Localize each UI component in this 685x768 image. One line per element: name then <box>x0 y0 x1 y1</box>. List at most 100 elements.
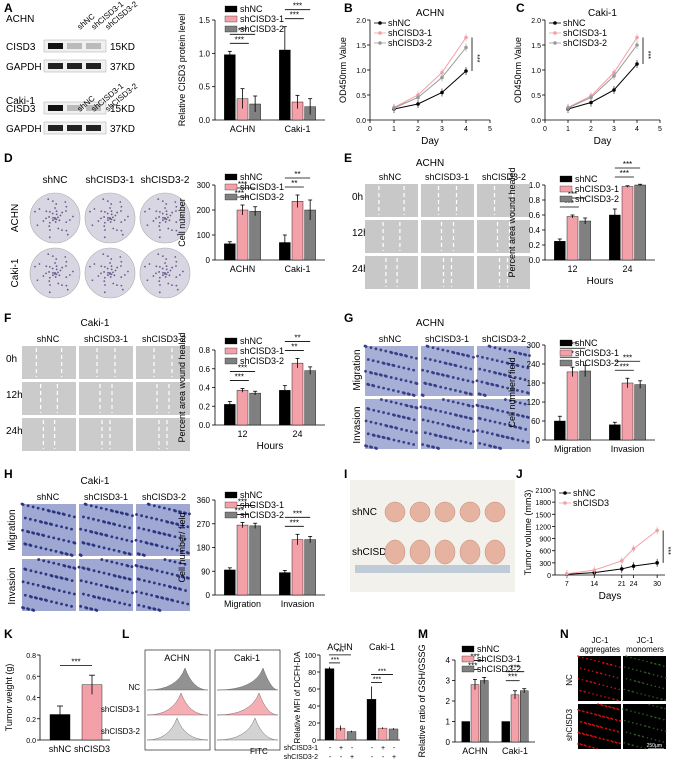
g-transwell-cell-dot <box>441 422 445 426</box>
g-transwell-cell-dot <box>458 390 462 393</box>
d-colony <box>127 215 129 218</box>
h-transwell-cell-dot <box>145 566 149 570</box>
h-transwell-cell-dot <box>157 505 161 509</box>
g-transwell-cell-dot <box>467 354 470 358</box>
g-transwell-cell-dot <box>377 409 381 413</box>
g-transwell-cell-dot <box>387 412 390 416</box>
n-fluor-dot <box>662 741 665 743</box>
i-tumor <box>484 501 506 523</box>
h-chart-ytick-label: 90 <box>201 567 210 576</box>
c-chart-legend-marker <box>553 21 557 25</box>
g-chart-sig-label: *** <box>620 362 629 371</box>
d-chart-legend-label: shCISD3-1 <box>240 182 284 192</box>
h-transwell-cell-dot <box>98 596 101 600</box>
d-colony <box>109 207 111 209</box>
a-chart-legend-label: shCISD3-2 <box>240 24 284 34</box>
d-colony <box>109 276 112 278</box>
g-transwell-cell-dot <box>499 372 502 376</box>
g-transwell-cell-dot <box>407 367 411 371</box>
h-transwell-cell-dot <box>67 539 71 543</box>
g-col-label: shCISD3-1 <box>425 334 469 344</box>
d-colony <box>107 271 109 274</box>
g-chart-bar <box>634 384 646 441</box>
g-chart-bar <box>579 370 591 441</box>
d-colony <box>103 271 105 273</box>
g-transwell-cell-dot <box>501 435 505 439</box>
g-transwell-cell-dot <box>399 378 403 382</box>
g-transwell-cell-dot <box>439 385 443 389</box>
n-fluor-dot <box>656 728 659 731</box>
g-transwell-cell-dot <box>367 407 371 411</box>
l-tx-mark: - <box>382 754 385 761</box>
h-transwell-cell-dot <box>174 509 177 513</box>
g-transwell-cell-dot <box>387 387 390 391</box>
c-chart-ytick-label: 1.5 <box>531 43 541 50</box>
i-tumor <box>459 539 481 565</box>
g-transwell-cell-dot <box>410 405 414 409</box>
blot-row-label: CISD3 <box>6 104 36 115</box>
g-transwell-cell-dot <box>421 418 425 422</box>
n-fluor-dot <box>602 662 605 664</box>
n-fluor-dot <box>648 672 651 675</box>
e-wound-image-cell <box>421 256 474 289</box>
h-transwell-cell-dot <box>145 515 148 519</box>
n-fluor-dot <box>593 747 595 749</box>
g-transwell-cell-dot <box>481 355 484 359</box>
d-colony <box>110 265 113 268</box>
n-fluor-dot <box>634 734 637 736</box>
l-bar <box>324 668 335 741</box>
g-transwell-cell-dot <box>451 376 455 379</box>
g-transwell-cell-dot <box>475 379 479 383</box>
h-transwell-cell-dot <box>105 534 109 537</box>
g-chart-legend-label: shNC <box>575 338 598 348</box>
d-colony <box>107 274 109 277</box>
f-wound-image-cell <box>22 418 76 451</box>
g-transwell-cell-dot <box>514 351 518 355</box>
d-colony <box>110 258 113 260</box>
d-colony <box>158 265 161 268</box>
l-tx-mark: - <box>371 745 374 752</box>
j-chart-legend-marker <box>563 501 567 505</box>
n-fluor-dot <box>591 735 593 738</box>
g-transwell-cell-dot <box>467 429 470 432</box>
n-fluor-dot <box>646 714 648 716</box>
l-sig-label: *** <box>336 649 344 656</box>
d-colony <box>89 210 91 213</box>
n-row-label: NC <box>565 674 574 686</box>
n-fluor-dot <box>613 707 616 710</box>
d-colony <box>48 236 51 239</box>
g-chart-ytick-label: 60 <box>531 417 540 426</box>
h-transwell-cell-dot <box>63 564 67 568</box>
e-row-label: 0h <box>352 192 363 203</box>
g-transwell-cell-dot <box>511 412 514 416</box>
h-transwell-cell-dot <box>137 552 141 556</box>
n-fluor-dot <box>580 690 582 692</box>
f-chart-ytick-label: 0.6 <box>199 365 211 374</box>
e-chart-sig-label: *** <box>623 160 632 169</box>
h-transwell-cell-dot <box>24 542 28 546</box>
m-chart-sig-label: *** <box>470 652 479 661</box>
n-fluor-dot <box>644 671 647 674</box>
h-chart-ylabel: Cell number/ field <box>177 512 187 582</box>
h-chart-xtick-label: Migration <box>224 599 261 609</box>
g-chart-xtick-label: Migration <box>554 444 591 454</box>
l-histogram <box>146 717 209 741</box>
g-transwell-cell-dot <box>376 360 380 364</box>
n-fluor-dot <box>662 718 665 721</box>
h-transwell-cell-dot <box>183 562 187 566</box>
j-chart-xtick-label: 24 <box>630 581 638 588</box>
h-transwell-cell-dot <box>92 569 96 573</box>
d-colony <box>66 233 69 236</box>
f-title: Caki-1 <box>81 318 110 329</box>
d-colony <box>65 265 67 267</box>
g-transwell-cell-dot <box>459 365 463 369</box>
g-transwell-cell-dot <box>526 391 530 395</box>
g-transwell-cell-dot <box>472 355 475 359</box>
d-colony <box>97 220 100 222</box>
g-transwell-cell-dot <box>377 435 381 439</box>
g-transwell-cell-dot <box>506 411 509 414</box>
i-ruler <box>355 565 510 573</box>
m-chart-ytick-label: 2 <box>446 697 451 706</box>
d-colony <box>103 216 105 218</box>
n-fluor-dot <box>599 737 601 740</box>
